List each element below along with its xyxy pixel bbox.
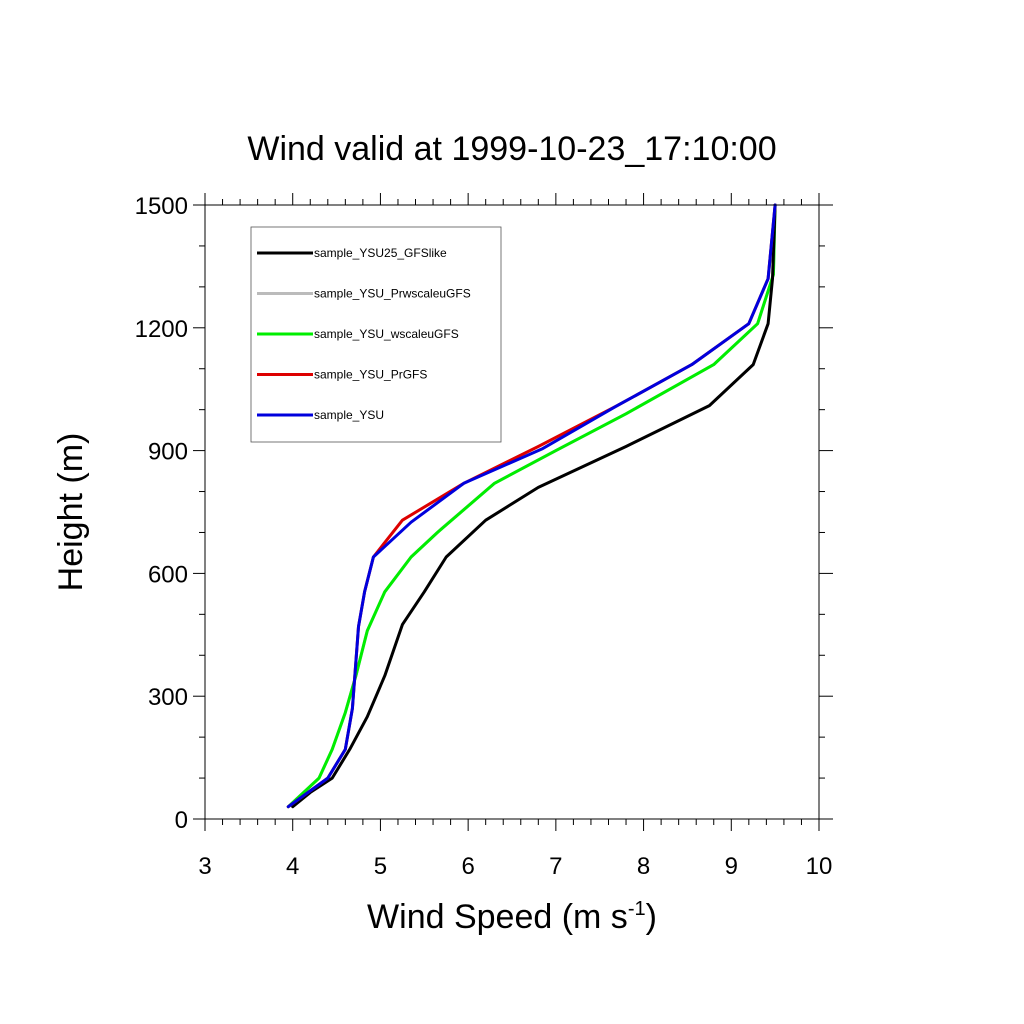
x-tick-label: 10: [806, 853, 833, 880]
y-tick-label: 600: [148, 561, 188, 588]
legend-label: sample_YSU_wscaleuGFS: [314, 327, 459, 341]
legend: sample_YSU25_GFSlike sample_YSU_Prwscaleu…: [250, 226, 502, 443]
y-tick-label: 1500: [135, 193, 188, 220]
plot-frame: [204, 204, 820, 820]
legend-label: sample_YSU25_GFSlike: [314, 246, 447, 260]
x-tick-label: 3: [198, 853, 211, 880]
series-line-sample_YSU25_GFSlike: [291, 203, 777, 809]
y-tick-label: 1200: [135, 316, 188, 343]
x-tick-label: 5: [374, 853, 387, 880]
x-tick-label: 7: [549, 853, 562, 880]
series-line-sample_YSU: [286, 203, 777, 809]
series-lines: [286, 203, 777, 809]
tick-labels: 3 4 5 6 7 8 9 10 0 300 600 900 1200 1500: [135, 193, 833, 880]
x-tick-label: 8: [637, 853, 650, 880]
y-tick-label: 900: [148, 439, 188, 466]
x-tick-label: 4: [286, 853, 299, 880]
legend-label: sample_YSU: [314, 408, 384, 422]
series-line-sample_YSU_wscaleuGFS: [286, 203, 777, 809]
x-tick-label: 9: [725, 853, 738, 880]
y-tick-label: 300: [148, 684, 188, 711]
y-axis-label: Height (m): [52, 433, 90, 592]
x-axis-label: Wind Speed (m s-1): [367, 898, 657, 936]
legend-label: sample_YSU_PrwscaleuGFS: [314, 287, 471, 301]
x-tick-label: 6: [461, 853, 474, 880]
axis-ticks: [193, 193, 833, 831]
legend-label: sample_YSU_PrGFS: [314, 368, 427, 382]
y-tick-label: 0: [175, 807, 188, 834]
chart-title: Wind valid at 1999-10-23_17:10:00: [247, 130, 776, 168]
